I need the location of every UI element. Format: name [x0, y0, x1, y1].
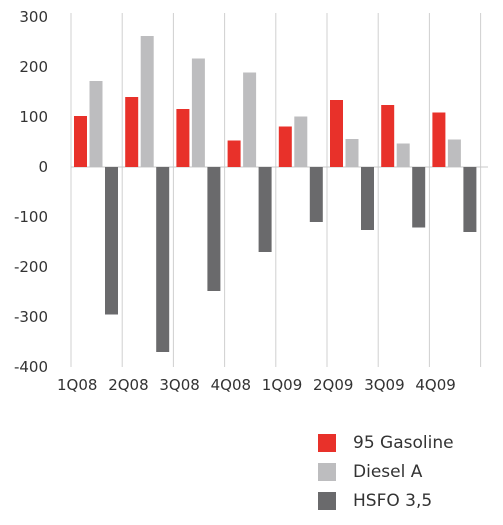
bar-chart: 300 200 100 0 -100 -200 -300 -400 1Q08 2Q08 3Q08 4…: [0, 0, 503, 420]
x-tick-label-3q08: 3Q08: [159, 376, 199, 394]
legend-swatch-hsfo-3-5: [318, 492, 336, 510]
grid-lines: [71, 13, 488, 367]
y-tick-label: 200: [19, 58, 48, 76]
y-tick-label: -200: [14, 258, 48, 276]
bar-hsfo-3-5-3q08: [207, 167, 220, 291]
bar-hsfo-3-5-2q09: [361, 167, 374, 230]
x-tick-label-2q09: 2Q09: [313, 376, 353, 394]
legend-swatch-diesel-a: [318, 463, 336, 481]
legend-item-95-gasoline: 95 Gasoline: [318, 428, 454, 457]
legend-item-diesel-a: Diesel A: [318, 457, 454, 486]
bar-hsfo-3-5-1q08: [105, 167, 118, 315]
bar-95-gasoline-3q09: [381, 105, 394, 167]
bar-95-gasoline-2q09: [330, 100, 343, 167]
y-tick-label: -300: [14, 308, 48, 326]
y-axis-ticks: 300 200 100 0 -100 -200 -300 -400: [14, 8, 48, 376]
bar-diesel-a-2q08: [141, 36, 154, 167]
x-axis-ticks: 1Q08 2Q08 3Q08 4Q08 1Q09 2Q09 3Q09 4Q09: [57, 376, 456, 394]
x-tick-label-3q09: 3Q09: [364, 376, 404, 394]
bar-diesel-a-4q09: [448, 140, 461, 168]
bar-95-gasoline-4q09: [432, 113, 445, 168]
bar-95-gasoline-3q08: [176, 109, 189, 167]
bar-diesel-a-3q08: [192, 59, 205, 168]
bar-diesel-a-1q08: [90, 81, 103, 167]
x-tick-label-4q08: 4Q08: [211, 376, 251, 394]
x-tick-label-1q09: 1Q09: [262, 376, 302, 394]
legend-label-diesel-a: Diesel A: [353, 462, 422, 482]
bar-hsfo-3-5-1q09: [310, 167, 323, 222]
x-tick-label-4q09: 4Q09: [415, 376, 455, 394]
y-tick-label: 0: [38, 158, 48, 176]
bar-hsfo-3-5-4q08: [259, 167, 272, 252]
bar-95-gasoline-1q09: [279, 127, 292, 168]
y-tick-label: 100: [19, 108, 48, 126]
bar-hsfo-3-5-2q08: [156, 167, 169, 352]
legend: 95 Gasoline Diesel A HSFO 3,5: [318, 428, 454, 515]
y-tick-label: -400: [14, 358, 48, 376]
bar-diesel-a-3q09: [397, 144, 410, 168]
legend-label-95-gasoline: 95 Gasoline: [353, 433, 454, 453]
x-tick-label-1q08: 1Q08: [57, 376, 97, 394]
bars: [74, 36, 476, 352]
bar-95-gasoline-2q08: [125, 97, 138, 167]
legend-item-hsfo-3-5: HSFO 3,5: [318, 486, 454, 515]
bar-diesel-a-2q09: [346, 139, 359, 167]
bar-diesel-a-1q09: [294, 117, 307, 168]
legend-label-hsfo-3-5: HSFO 3,5: [353, 491, 432, 511]
x-tick-label-2q08: 2Q08: [108, 376, 148, 394]
y-tick-label: 300: [19, 8, 48, 26]
bar-hsfo-3-5-4q09: [463, 167, 476, 232]
legend-swatch-95-gasoline: [318, 434, 336, 452]
bar-hsfo-3-5-3q09: [412, 167, 425, 228]
y-tick-label: -100: [14, 208, 48, 226]
bar-95-gasoline-4q08: [228, 141, 241, 168]
bar-diesel-a-4q08: [243, 73, 256, 168]
bar-95-gasoline-1q08: [74, 116, 87, 167]
